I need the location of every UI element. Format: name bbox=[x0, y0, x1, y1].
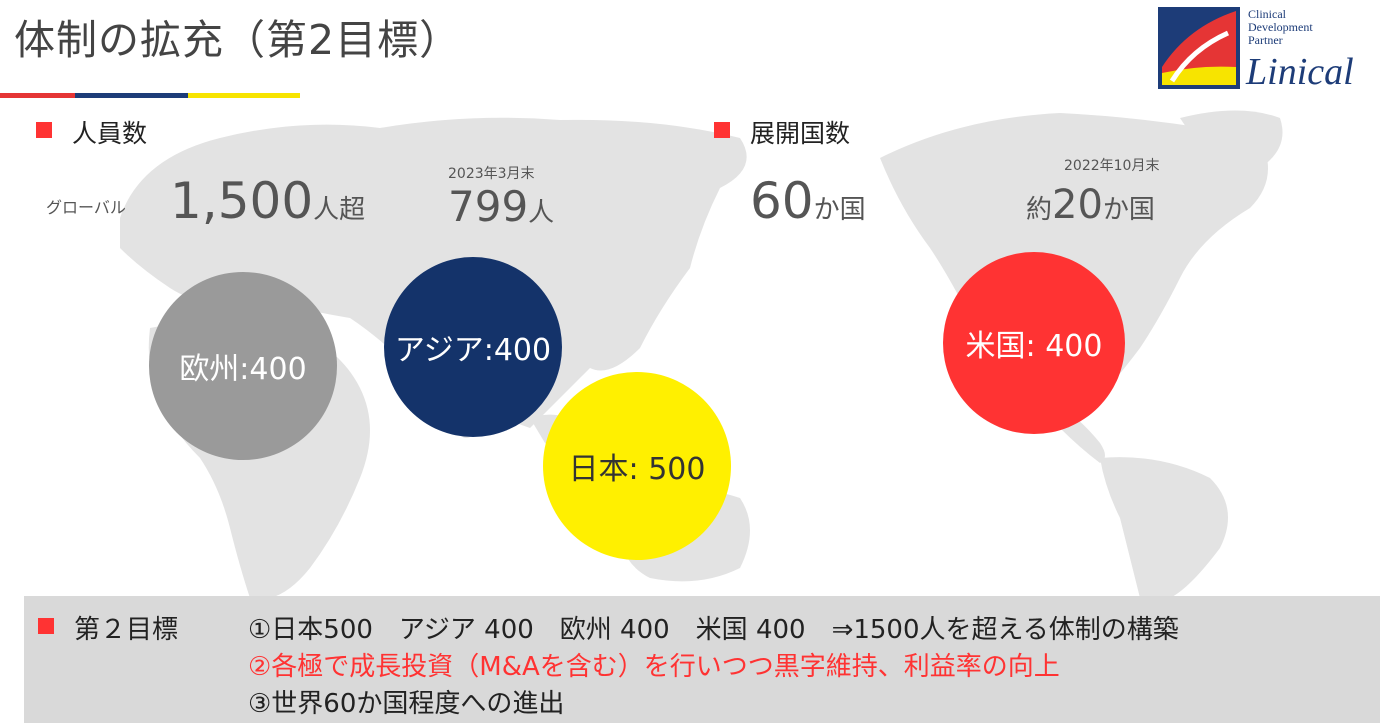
global-label: グローバル bbox=[46, 198, 126, 217]
logo-wordmark: Linical bbox=[1246, 51, 1354, 93]
logo-text-clinical: Clinical bbox=[1248, 7, 1286, 21]
headcount-heading: 人員数 bbox=[72, 119, 148, 148]
usa-circle: 米国: 400 bbox=[943, 252, 1125, 434]
goal-line-3: ③世界60か国程度への進出 bbox=[248, 689, 565, 719]
map-japan bbox=[643, 248, 662, 297]
countries-target: 60か国 bbox=[750, 172, 866, 230]
title-underline bbox=[0, 93, 300, 98]
japan-label: 日本: 500 bbox=[568, 452, 706, 487]
countries-current-prefix: 約 bbox=[1026, 195, 1053, 225]
japan-circle: 日本: 500 bbox=[543, 372, 731, 560]
countries-target-unit: か国 bbox=[813, 195, 866, 225]
countries-date: 2022年10月末 bbox=[1064, 158, 1160, 174]
underline-red-segment bbox=[0, 93, 75, 98]
countries-heading: 展開国数 bbox=[750, 119, 851, 148]
current-headcount: 799人 bbox=[448, 182, 554, 231]
underline-navy-segment bbox=[75, 93, 188, 98]
current-headcount-unit: 人 bbox=[528, 198, 555, 228]
goal-panel bbox=[24, 596, 1380, 723]
current-headcount-value: 799 bbox=[448, 182, 529, 231]
countries-current: 約20か国 bbox=[1026, 182, 1155, 228]
countries-current-value: 20 bbox=[1052, 182, 1103, 228]
goal-line-2: ②各極で成長投資（M&Aを含む）を行いつつ黒字維持、利益率の向上 bbox=[248, 652, 1060, 682]
global-headcount-target: 1,500人超 bbox=[170, 172, 365, 230]
underline-yellow-segment bbox=[188, 93, 300, 98]
europe-circle: 欧州:400 bbox=[149, 272, 337, 460]
headcount-date: 2023年3月末 bbox=[448, 166, 535, 182]
countries-current-unit: か国 bbox=[1102, 195, 1155, 225]
map-greenland bbox=[1180, 110, 1283, 168]
headcount-bullet bbox=[36, 122, 52, 138]
countries-bullet bbox=[714, 122, 730, 138]
logo-text-development: Development bbox=[1248, 20, 1313, 34]
global-headcount-value: 1,500 bbox=[170, 172, 314, 230]
goal-line-1: ①日本500 アジア 400 欧州 400 米国 400 ⇒1500人を超える体… bbox=[248, 615, 1179, 645]
linical-logo-mark bbox=[1158, 7, 1240, 89]
logo-text-partner: Partner bbox=[1248, 33, 1283, 47]
page-title: 体制の拡充（第2目標） bbox=[14, 16, 462, 64]
asia-circle: アジア:400 bbox=[384, 257, 562, 437]
europe-label: 欧州:400 bbox=[179, 352, 307, 387]
countries-target-value: 60 bbox=[750, 172, 814, 230]
global-headcount-unit: 人超 bbox=[313, 195, 366, 225]
goal-bullet bbox=[38, 618, 54, 634]
map-south-america bbox=[1100, 457, 1228, 598]
goal-heading: 第２目標 bbox=[74, 615, 179, 645]
usa-label: 米国: 400 bbox=[965, 329, 1103, 364]
asia-label: アジア:400 bbox=[394, 333, 552, 368]
